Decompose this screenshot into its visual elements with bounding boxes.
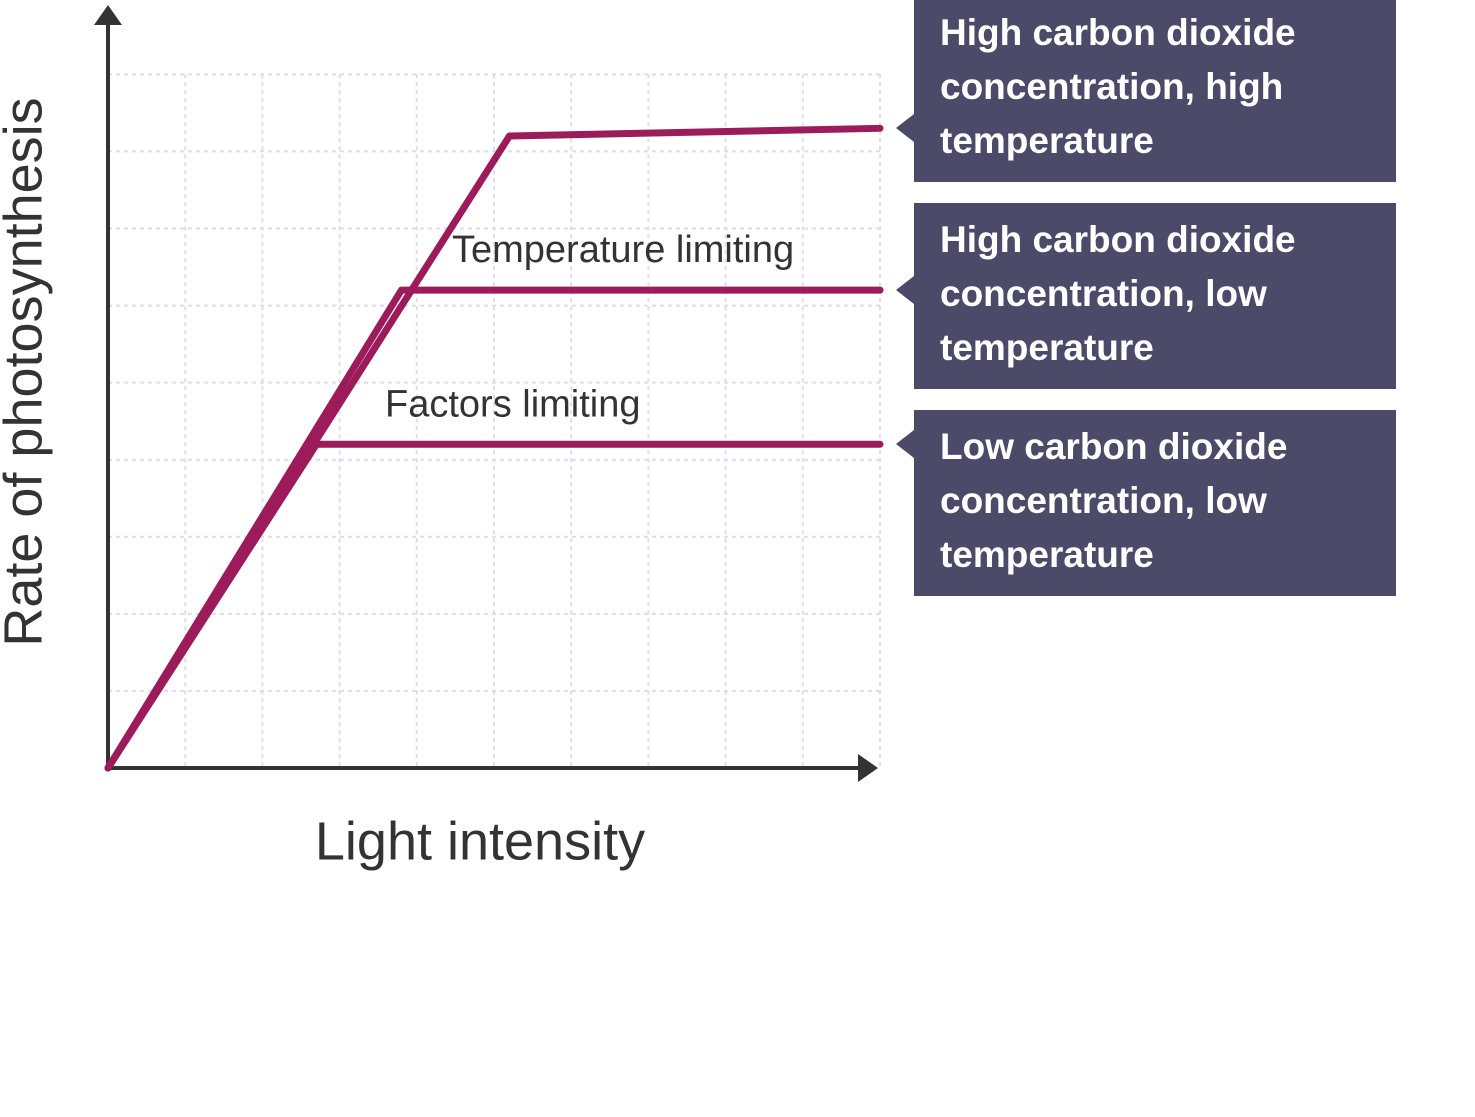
legend-label: High carbon dioxide concentration, high …	[914, 0, 1396, 182]
legend-label: Low carbon dioxide concentration, low te…	[914, 410, 1396, 596]
legend-pointer	[896, 276, 914, 305]
y-axis-label: Rate of photosynthesis	[0, 97, 53, 646]
x-axis-arrow	[858, 754, 878, 782]
line-series	[104, 440, 884, 772]
annotation: Temperature limiting	[452, 229, 794, 271]
line-series	[104, 124, 884, 772]
x-axis-label: Light intensity	[315, 811, 645, 871]
legend-pointer	[896, 114, 914, 143]
annotation: Factors limiting	[385, 383, 641, 425]
y-axis-arrow	[94, 5, 122, 25]
legend-label: High carbon dioxide concentration, low t…	[914, 203, 1396, 389]
line-series	[104, 286, 884, 772]
legend-pointer	[896, 430, 914, 459]
